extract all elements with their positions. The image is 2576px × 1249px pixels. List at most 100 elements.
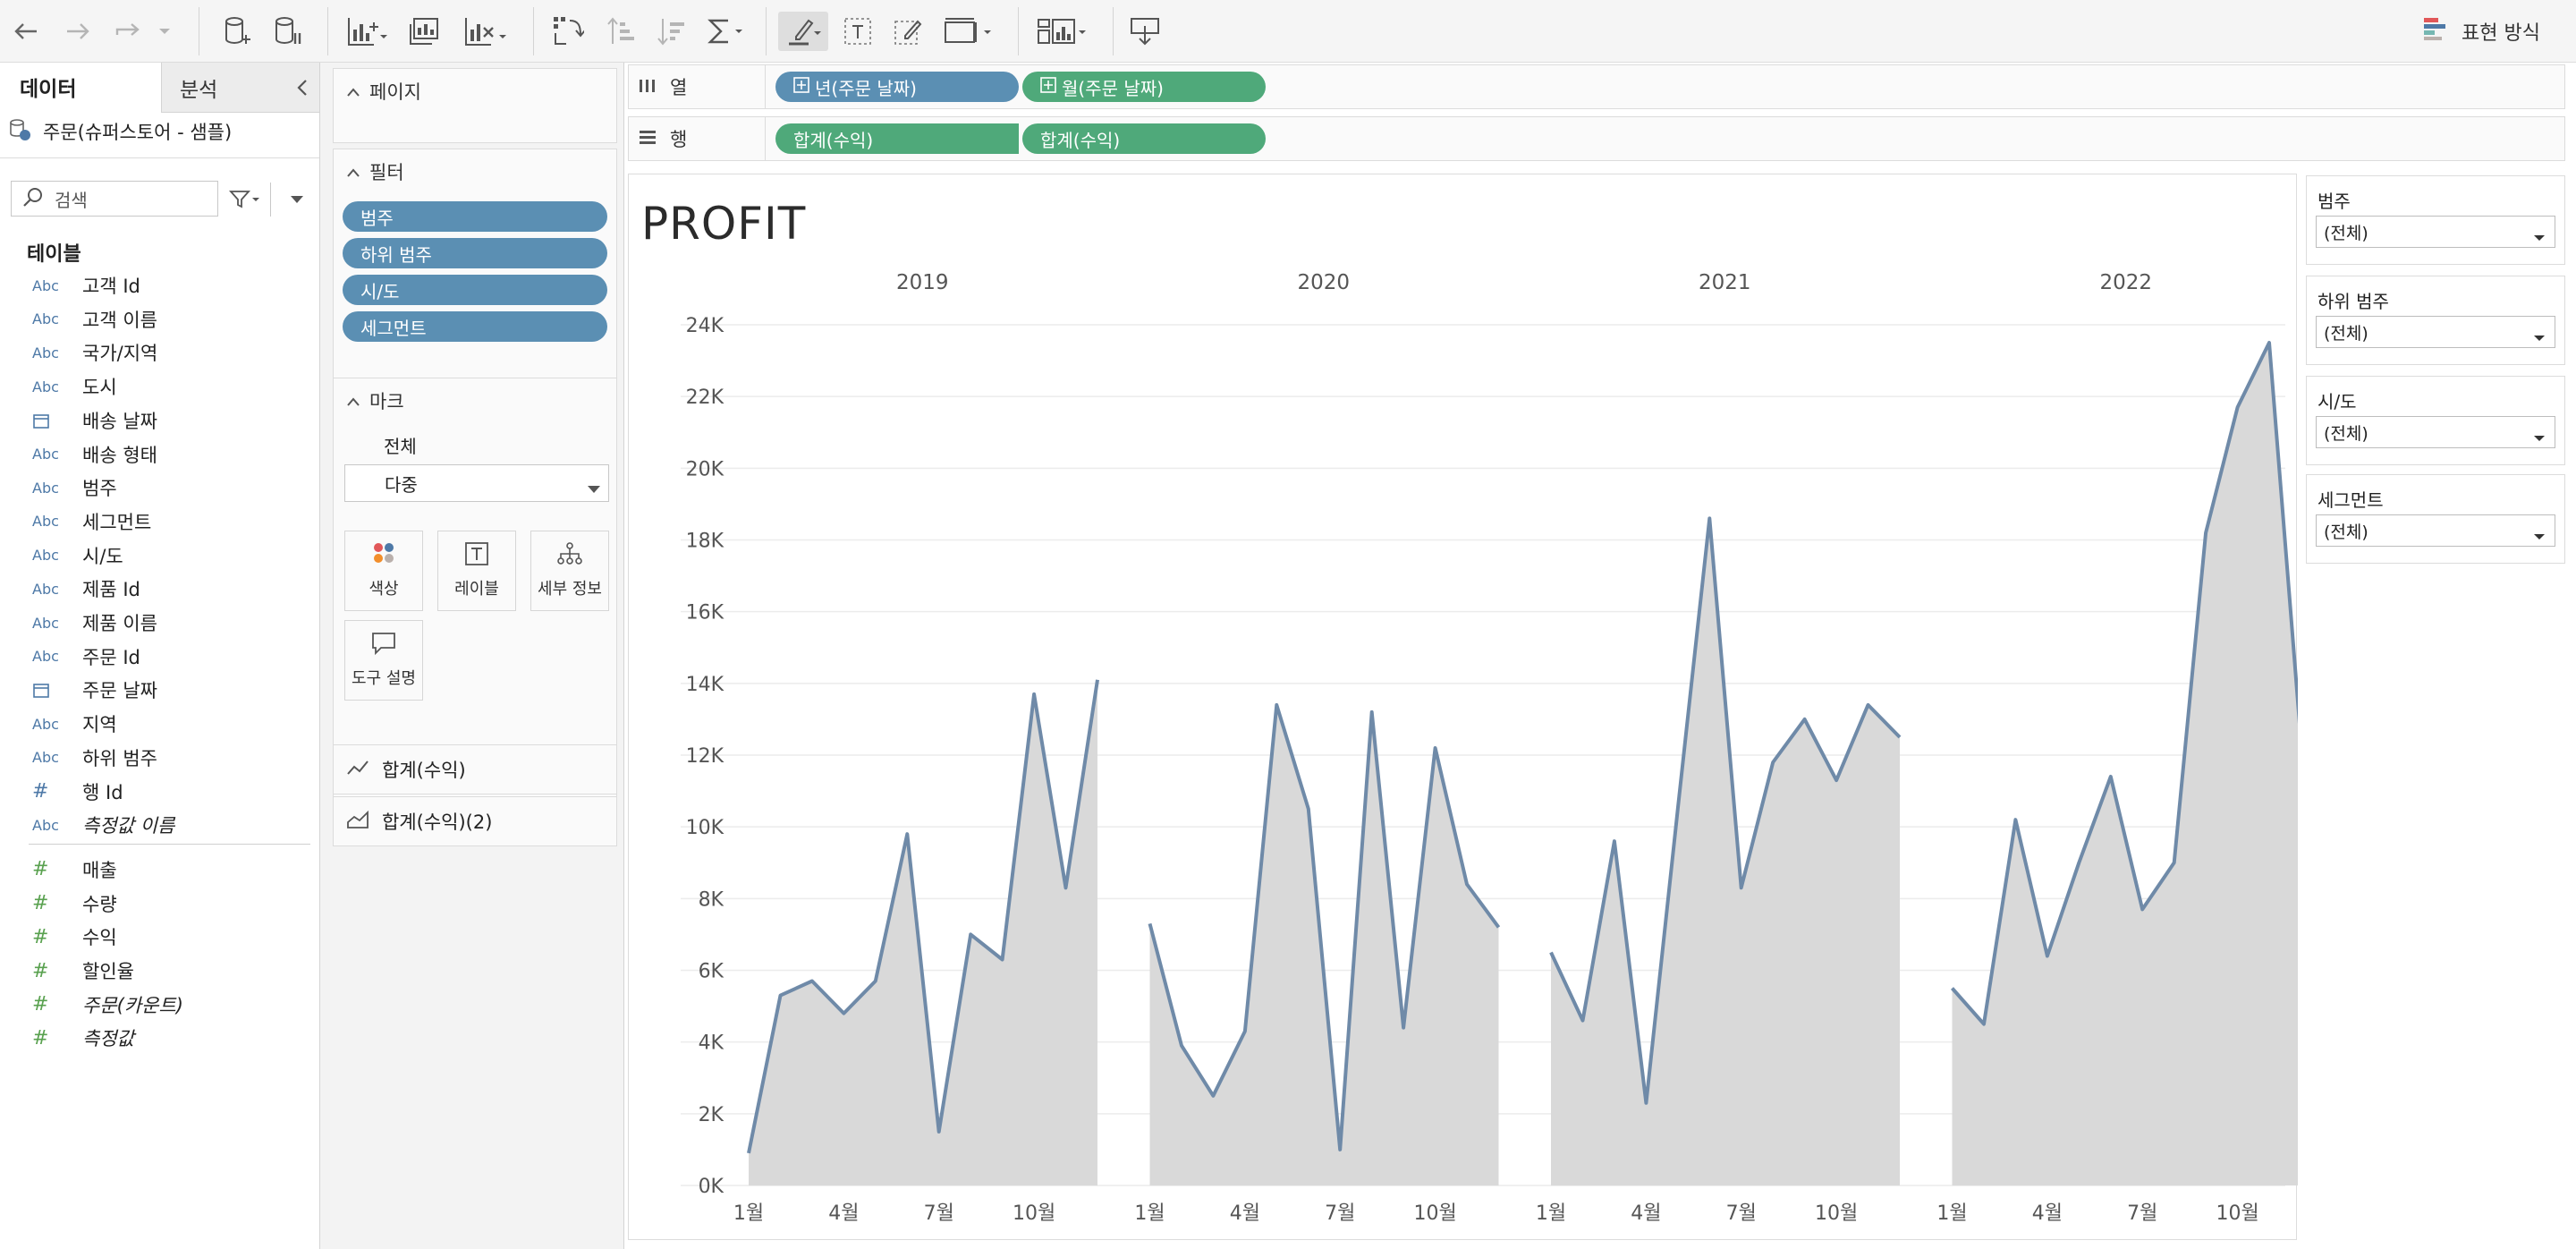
color-button[interactable]: 색상 <box>344 531 423 611</box>
data-point-2021-10[interactable] <box>1832 776 1841 785</box>
data-point-2022-10[interactable] <box>2233 403 2242 412</box>
data-point-2021-8[interactable] <box>1768 758 1777 767</box>
collapse-pane-icon[interactable] <box>294 77 310 104</box>
filter-pill-category[interactable]: 범주 <box>343 201 607 232</box>
profit-line-2020[interactable] <box>1148 702 1501 1151</box>
data-point-2022-3[interactable] <box>2011 815 2020 824</box>
data-point-2019-10[interactable] <box>1030 690 1038 699</box>
dimension-field[interactable]: Abc 배송 형태 <box>0 438 319 472</box>
dimension-field[interactable]: Abc 시/도 <box>0 539 319 573</box>
dimension-field[interactable]: Abc 하위 범주 <box>0 741 319 775</box>
duplicate-sheet-icon[interactable] <box>404 12 444 51</box>
profit-line-2021[interactable] <box>1549 516 1902 1105</box>
data-point-2020-8[interactable] <box>1368 708 1377 717</box>
chevron-up-icon[interactable] <box>346 81 360 102</box>
data-point-2021-4[interactable] <box>1641 1099 1650 1108</box>
quick-filter-segment[interactable]: 세그먼트 (전체) <box>2306 474 2565 564</box>
dimension-field[interactable]: Abc 세그먼트 <box>0 505 319 539</box>
dimension-field[interactable]: Abc 제품 이름 <box>0 606 319 640</box>
quick-filter-category[interactable]: 범주 (전체) <box>2306 175 2565 265</box>
data-point-2021-2[interactable] <box>1578 1016 1587 1025</box>
tab-data[interactable]: 데이터 <box>0 63 161 113</box>
data-point-2022-2[interactable] <box>1979 1020 1988 1029</box>
dropdown-icon[interactable] <box>154 12 175 51</box>
data-point-2021-12[interactable] <box>1895 733 1904 742</box>
tooltip-button[interactable]: 도구 설명 <box>344 620 423 701</box>
data-point-2021-11[interactable] <box>1864 701 1873 709</box>
clear-sheet-icon[interactable] <box>460 12 510 51</box>
dimension-field[interactable]: Abc 주문 Id <box>0 640 319 674</box>
measure-row-profit-2[interactable]: 합계(수익)(2) <box>333 796 617 846</box>
data-point-2019-9[interactable] <box>998 955 1007 964</box>
data-point-2021-3[interactable] <box>1610 837 1619 845</box>
search-input[interactable]: 검색 <box>11 181 218 217</box>
columns-shelf[interactable]: 열 년(주문 날짜) 월(주문 날짜) <box>628 64 2565 109</box>
data-point-2020-6[interactable] <box>1304 804 1313 813</box>
show-me-button[interactable]: 표현 방식 <box>2422 14 2540 48</box>
data-point-2020-12[interactable] <box>1495 922 1504 931</box>
quick-filter-select[interactable]: (전체) <box>2316 514 2555 547</box>
data-point-2021-7[interactable] <box>1737 883 1746 892</box>
profit-area-2020[interactable] <box>1149 704 1499 1185</box>
highlight-icon[interactable] <box>778 12 828 51</box>
marks-all-tab[interactable]: 전체 <box>384 436 417 457</box>
measure-field[interactable]: # 할인율 <box>0 954 319 988</box>
text-icon[interactable] <box>839 12 877 51</box>
mark-type-select[interactable]: 다중 <box>344 464 609 502</box>
annotate-icon[interactable] <box>889 12 927 51</box>
data-point-2019-11[interactable] <box>1062 883 1071 892</box>
data-point-2019-12[interactable] <box>1093 675 1102 684</box>
quick-filter-state[interactable]: 시/도 (전체) <box>2306 376 2565 465</box>
new-datasource-icon[interactable] <box>218 12 258 51</box>
data-point-2022-7[interactable] <box>2138 905 2147 913</box>
sort-ascending-icon[interactable] <box>603 12 639 51</box>
data-point-2020-4[interactable] <box>1241 1027 1250 1036</box>
profit-area-2021[interactable] <box>1551 518 1900 1185</box>
data-point-2020-2[interactable] <box>1177 1041 1186 1050</box>
quick-filter-subcategory[interactable]: 하위 범주 (전체) <box>2306 276 2565 365</box>
data-point-2019-8[interactable] <box>966 930 975 939</box>
chevron-up-icon[interactable] <box>346 390 360 412</box>
data-point-2019-1[interactable] <box>744 1149 753 1158</box>
filter-pill-subcategory[interactable]: 하위 범주 <box>343 238 607 268</box>
column-pill-year[interactable]: 년(주문 날짜) <box>775 72 1019 102</box>
data-point-2021-1[interactable] <box>1546 947 1555 956</box>
filter-fields-icon[interactable] <box>227 184 263 215</box>
dimension-field[interactable]: Abc 범주 <box>0 471 319 505</box>
row-pill-profit[interactable]: 합계(수익) <box>775 123 1019 154</box>
show-me-icon[interactable] <box>1034 12 1091 51</box>
data-point-2019-4[interactable] <box>839 1009 848 1018</box>
data-point-2019-6[interactable] <box>902 829 911 838</box>
data-point-2022-8[interactable] <box>2170 858 2179 867</box>
forward-icon[interactable] <box>61 12 95 51</box>
swap-icon[interactable] <box>549 12 587 51</box>
dimension-field[interactable]: Abc 국가/지역 <box>0 336 319 370</box>
filter-pill-state[interactable]: 시/도 <box>343 275 607 305</box>
measure-field[interactable]: # 매출 <box>0 853 319 887</box>
data-point-2022-6[interactable] <box>2106 772 2115 781</box>
new-worksheet-icon[interactable] <box>343 12 390 51</box>
profit-area-2019[interactable] <box>749 679 1097 1185</box>
data-point-2022-1[interactable] <box>1948 984 1957 993</box>
data-point-2020-9[interactable] <box>1399 1024 1408 1032</box>
present-icon[interactable] <box>1125 12 1165 51</box>
dimension-field[interactable]: Abc 측정값 이름 <box>0 808 319 842</box>
data-point-2019-5[interactable] <box>871 977 880 986</box>
measure-field[interactable]: # 주문(카운트) <box>0 988 319 1022</box>
pause-updates-icon[interactable] <box>268 12 308 51</box>
pages-card[interactable]: 페이지 <box>333 68 617 143</box>
data-point-2022-9[interactable] <box>2201 528 2210 537</box>
data-point-2020-1[interactable] <box>1146 919 1155 928</box>
row-pill-profit-2[interactable]: 합계(수익) <box>1022 123 1266 154</box>
data-point-2020-3[interactable] <box>1208 1092 1217 1100</box>
redo-icon[interactable] <box>111 12 147 51</box>
tab-analysis[interactable]: 분석 <box>161 63 319 113</box>
sort-descending-icon[interactable] <box>653 12 689 51</box>
profit-line-2022[interactable] <box>1951 341 2299 1026</box>
profit-area-2022[interactable] <box>1952 343 2299 1185</box>
dimension-field[interactable]: Abc 지역 <box>0 707 319 741</box>
chevron-up-icon[interactable] <box>346 161 360 183</box>
data-point-2019-3[interactable] <box>808 977 817 986</box>
data-point-2021-5[interactable] <box>1674 804 1682 813</box>
measure-field[interactable]: # 수량 <box>0 887 319 921</box>
